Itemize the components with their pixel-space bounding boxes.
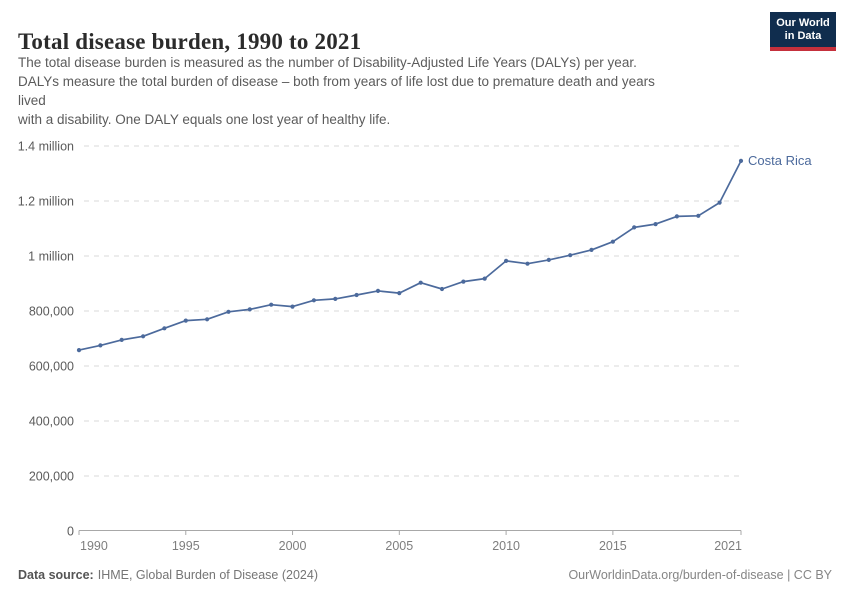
subtitle-line: lived	[18, 93, 46, 108]
owid-logo-line2: in Data	[784, 30, 822, 42]
subtitle-line: The total disease burden is measured as …	[18, 55, 637, 70]
chart-footer: Data source: IHME, Global Burden of Disea…	[18, 568, 832, 582]
data-point[interactable]	[333, 296, 338, 301]
data-point[interactable]	[76, 348, 82, 353]
data-point[interactable]	[461, 279, 466, 284]
subtitle-line: with a disability. One DALY equals one l…	[18, 112, 391, 127]
data-point[interactable]	[162, 326, 167, 331]
page-title: Total disease burden, 1990 to 2021	[18, 29, 362, 55]
y-axis-tick-label: 1.2 million	[18, 195, 74, 209]
chart-subtitle: The total disease burden is measured as …	[18, 53, 655, 129]
y-axis-tick-label: 800,000	[29, 305, 74, 319]
x-axis-tick-label: 1990	[80, 539, 108, 553]
footer-link[interactable]: OurWorldinData.org/burden-of-disease | C…	[568, 568, 832, 582]
data-point[interactable]	[247, 307, 252, 312]
data-point[interactable]	[546, 257, 551, 262]
owid-logo-line1: Our World	[776, 17, 830, 29]
data-source-label: Data source:	[18, 568, 94, 582]
data-point[interactable]	[589, 247, 594, 252]
data-point[interactable]	[183, 318, 188, 323]
y-axis-tick-label: 600,000	[29, 360, 74, 374]
data-point[interactable]	[98, 343, 103, 348]
entity-label[interactable]: Costa Rica	[748, 153, 812, 168]
data-point[interactable]	[696, 213, 701, 218]
data-source-value: IHME, Global Burden of Disease (2024)	[97, 568, 318, 582]
data-point[interactable]	[397, 291, 402, 296]
y-axis-tick-label: 0	[67, 525, 74, 539]
owid-logo[interactable]: Our World in Data	[770, 12, 836, 51]
data-point[interactable]	[269, 302, 274, 307]
x-axis-tick-label: 2010	[492, 539, 520, 553]
data-point[interactable]	[632, 225, 637, 230]
x-axis-tick-label: 2021	[714, 539, 742, 553]
data-point[interactable]	[311, 298, 316, 303]
data-point[interactable]	[653, 222, 658, 227]
data-point[interactable]	[674, 214, 680, 219]
subtitle-line: DALYs measure the total burden of diseas…	[18, 74, 655, 89]
data-point[interactable]	[738, 158, 744, 163]
data-point[interactable]	[525, 261, 530, 266]
x-axis-tick-label: 2015	[599, 539, 627, 553]
x-axis-tick-label: 1995	[172, 539, 200, 553]
y-axis-tick-label: 1.4 million	[18, 140, 74, 154]
x-axis-tick-label: 2000	[279, 539, 307, 553]
x-axis-tick-label: 2005	[385, 539, 413, 553]
data-point[interactable]	[439, 286, 445, 292]
data-point[interactable]	[482, 276, 487, 281]
data-point[interactable]	[290, 304, 295, 309]
data-point[interactable]	[717, 200, 722, 205]
data-point[interactable]	[119, 337, 124, 342]
data-point[interactable]	[205, 317, 210, 322]
data-line[interactable]	[78, 160, 742, 351]
y-axis-tick-label: 1 million	[28, 250, 74, 264]
data-point[interactable]	[354, 292, 359, 298]
data-point[interactable]	[568, 253, 573, 258]
data-point[interactable]	[226, 309, 231, 314]
y-axis-tick-label: 200,000	[29, 470, 74, 484]
y-axis-tick-label: 400,000	[29, 415, 74, 429]
data-point[interactable]	[504, 258, 509, 263]
data-point[interactable]	[375, 288, 381, 293]
data-point[interactable]	[418, 280, 423, 285]
data-point[interactable]	[141, 334, 146, 339]
data-point[interactable]	[610, 239, 616, 244]
